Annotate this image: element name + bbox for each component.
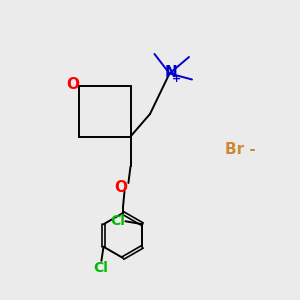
Text: Cl: Cl (110, 214, 125, 228)
Text: O: O (66, 77, 80, 92)
Text: Cl: Cl (93, 261, 108, 275)
Text: Br -: Br - (225, 142, 255, 158)
Text: O: O (114, 180, 127, 195)
Text: +: + (172, 74, 181, 84)
Text: N: N (165, 65, 177, 80)
